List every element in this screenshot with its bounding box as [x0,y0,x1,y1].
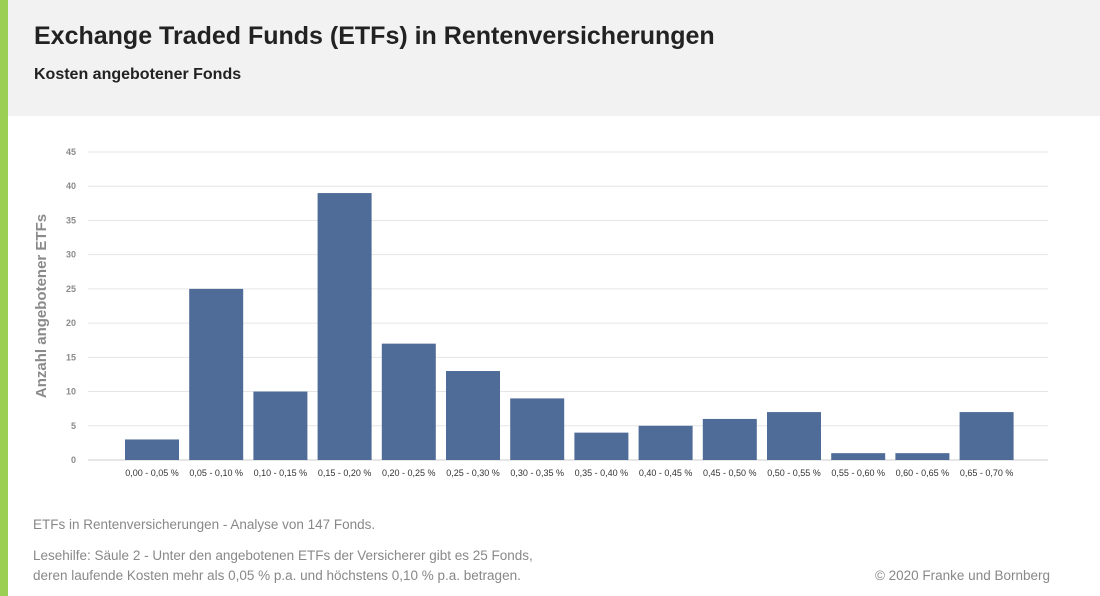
header: Exchange Traded Funds (ETFs) in Rentenve… [8,0,1100,116]
y-tick-label: 20 [66,318,76,328]
y-tick-label: 10 [66,387,76,397]
y-tick-label: 35 [66,215,76,225]
x-tick-label: 0,25 - 0,30 % [446,468,500,478]
bar [831,453,886,460]
y-tick-label: 25 [66,284,76,294]
x-tick-label: 0,20 - 0,25 % [382,468,436,478]
bar [574,432,629,460]
bar [959,412,1014,460]
x-tick-label: 0,10 - 0,15 % [254,468,308,478]
bar-chart: 0 5 10 15 20 25 30 35 40 45 0,00 - 0,05 % 0,05 - 0… [33,147,1048,478]
x-tick-label: 0,00 - 0,05 % [125,468,179,478]
y-tick-label: 5 [71,421,76,431]
x-tick-label: 0,40 - 0,45 % [639,468,693,478]
bar [317,193,372,461]
x-tick-label: 0,65 - 0,70 % [960,468,1014,478]
bar [189,288,244,460]
x-tick-label: 0,05 - 0,10 % [189,468,243,478]
bar [125,439,179,460]
y-tick-label: 40 [66,181,76,191]
grid-lines [88,151,1048,461]
reading-help-line-2: deren laufende Kosten mehr als 0,05 % p.… [33,568,521,583]
y-tick-label: 15 [66,352,76,362]
y-axis-label: Anzahl angebotener ETFs [33,214,50,398]
bar [638,425,693,460]
bar [767,412,821,460]
bar [253,391,308,460]
x-tick-label: 0,30 - 0,35 % [510,468,564,478]
y-tick-label: 0 [71,455,76,465]
y-tick-label: 45 [66,147,76,157]
x-tick-label: 0,50 - 0,55 % [767,468,821,478]
x-tick-label: 0,55 - 0,60 % [831,468,885,478]
bar [895,453,950,460]
x-tick-label: 0,15 - 0,20 % [318,468,372,478]
accent-bar [0,0,8,596]
x-tick-label: 0,45 - 0,50 % [703,468,757,478]
x-tick-label: 0,60 - 0,65 % [896,468,950,478]
bars [125,193,1014,461]
page-subtitle: Kosten angebotener Fonds [34,66,242,83]
reading-help-line-1: Lesehilfe: Säule 2 - Unter den angeboten… [33,548,533,563]
bar [510,398,565,460]
x-tick-labels: 0,00 - 0,05 % 0,05 - 0,10 % 0,10 - 0,15 % 0… [125,468,1013,478]
bar [381,343,436,460]
y-tick-label: 30 [66,250,76,260]
y-tick-labels: 0 5 10 15 20 25 30 35 40 45 [66,147,76,465]
x-tick-label: 0,35 - 0,40 % [575,468,629,478]
copyright: © 2020 Franke und Bornberg [874,568,1050,583]
analysis-note: ETFs in Rentenversicherungen - Analyse v… [33,517,376,532]
bar [446,371,500,460]
page-title: Exchange Traded Funds (ETFs) in Rentenve… [34,22,715,50]
bar [702,418,757,460]
